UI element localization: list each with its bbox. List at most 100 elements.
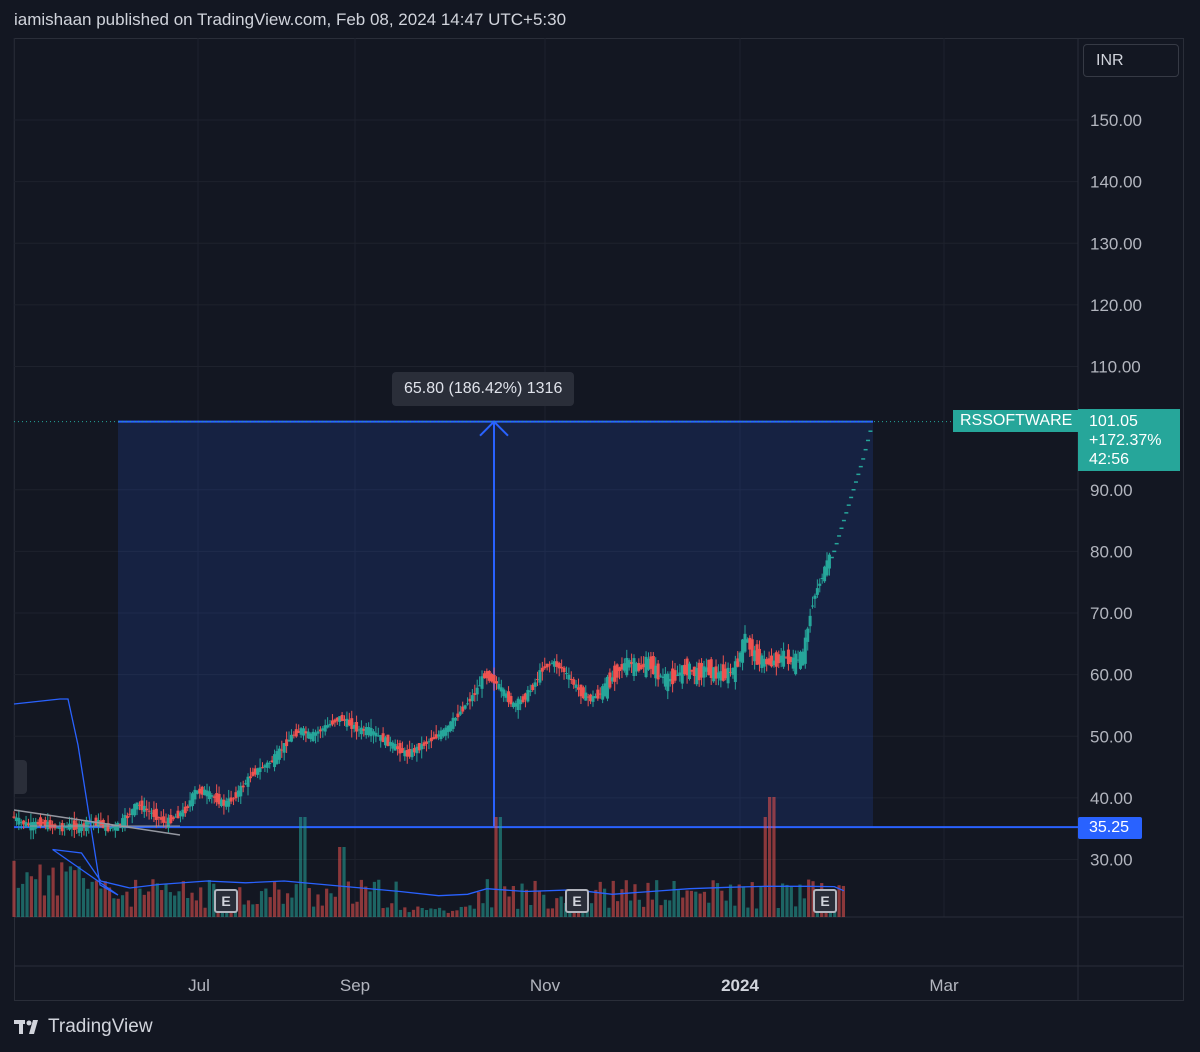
- volume-bar: [546, 908, 550, 917]
- volume-bar: [620, 889, 624, 917]
- candle-body: [137, 804, 141, 806]
- measure-tooltip: 65.80 (186.42%) 1316: [392, 372, 575, 406]
- candle-body: [183, 806, 187, 814]
- volume-bar: [312, 906, 316, 917]
- candle-body: [601, 686, 605, 700]
- candle-body: [516, 698, 520, 711]
- candle-body: [234, 792, 238, 799]
- candle-body: [514, 703, 518, 707]
- candle-body: [743, 633, 747, 652]
- candle-body: [468, 698, 472, 702]
- candle-body: [695, 667, 699, 685]
- candle-body: [164, 821, 168, 823]
- candle-body: [782, 650, 786, 667]
- candle-body: [659, 675, 663, 677]
- volume-bar: [55, 895, 60, 917]
- volume-bar: [398, 909, 403, 917]
- candle-body: [46, 821, 50, 830]
- candle-body: [444, 727, 448, 736]
- candle-body: [150, 812, 154, 814]
- candle-body: [760, 655, 764, 669]
- candle-body: [750, 639, 754, 657]
- candle-body: [186, 806, 190, 809]
- candle-body: [306, 731, 310, 739]
- volume-bar: [767, 797, 772, 917]
- volume-bar: [385, 907, 390, 917]
- candle-body: [181, 809, 185, 817]
- candle-body: [678, 672, 682, 676]
- candle-body: [637, 663, 641, 671]
- candle-body: [589, 694, 593, 702]
- volume-bar: [147, 891, 151, 917]
- volume-bar: [490, 907, 494, 917]
- volume-bar: [81, 878, 86, 917]
- candle-body: [87, 822, 91, 825]
- candle-body: [683, 664, 687, 674]
- volume-bar: [281, 903, 285, 917]
- tradingview-logo[interactable]: TradingView: [14, 1016, 153, 1038]
- left-panel-handle[interactable]: [14, 760, 27, 794]
- candle-body: [171, 817, 175, 820]
- candle-body: [615, 664, 619, 678]
- candle-body: [449, 721, 453, 731]
- candle-body: [458, 711, 462, 715]
- candle-body: [475, 687, 479, 695]
- candle-body: [625, 657, 629, 676]
- candle-body: [72, 820, 76, 830]
- candle-body: [772, 660, 776, 666]
- earnings-marker-1[interactable]: E: [214, 889, 238, 913]
- candle-body: [642, 663, 646, 668]
- candle-body: [427, 741, 431, 743]
- candle-body: [302, 728, 305, 736]
- volume-bar: [151, 879, 155, 917]
- volume-bar: [173, 895, 177, 917]
- currency-selector[interactable]: INR: [1083, 44, 1179, 77]
- volume-bar: [437, 907, 442, 917]
- candle-body: [63, 827, 67, 829]
- time-axis-label: Mar: [929, 976, 959, 995]
- candle-body: [207, 791, 211, 800]
- candle-body: [521, 696, 525, 703]
- earnings-marker-3[interactable]: E: [813, 889, 837, 913]
- candle-body: [121, 818, 125, 829]
- volume-bar: [103, 881, 107, 917]
- volume-bar: [112, 898, 116, 917]
- candle-body: [651, 656, 655, 675]
- candle-body: [176, 810, 180, 819]
- candle-body: [818, 583, 822, 586]
- candle-body: [555, 661, 559, 667]
- volume-bar: [746, 907, 750, 917]
- candle-body: [289, 734, 293, 742]
- candle-body: [630, 661, 634, 665]
- volume-bar: [650, 899, 654, 917]
- candle-body: [784, 656, 788, 658]
- candle-body: [347, 719, 351, 726]
- candle-body: [649, 656, 653, 669]
- volume-bar: [433, 909, 437, 917]
- candle-body: [420, 744, 424, 750]
- candle-body: [586, 696, 590, 698]
- candle-body: [309, 733, 313, 740]
- volume-bar: [303, 817, 307, 917]
- volume-bar: [42, 895, 46, 917]
- earnings-marker-2[interactable]: E: [565, 889, 589, 913]
- volume-bar: [602, 888, 607, 917]
- volume-bar: [277, 889, 281, 917]
- candle-body: [379, 735, 383, 741]
- candle-body: [661, 676, 665, 679]
- candle-body: [323, 725, 327, 732]
- candle-body: [174, 816, 178, 818]
- price-axis-label: 110.00: [1090, 358, 1141, 377]
- volume-bar: [129, 906, 133, 917]
- volume-bar: [16, 887, 20, 917]
- volume-bar: [68, 866, 73, 917]
- volume-bar: [759, 886, 763, 917]
- volume-bar: [516, 908, 520, 917]
- price-axis-label: 90.00: [1090, 481, 1133, 500]
- volume-bar: [355, 901, 359, 917]
- candle-body: [227, 798, 231, 807]
- candle-body: [634, 663, 638, 672]
- candle-body: [613, 665, 617, 682]
- candle-body: [487, 671, 491, 681]
